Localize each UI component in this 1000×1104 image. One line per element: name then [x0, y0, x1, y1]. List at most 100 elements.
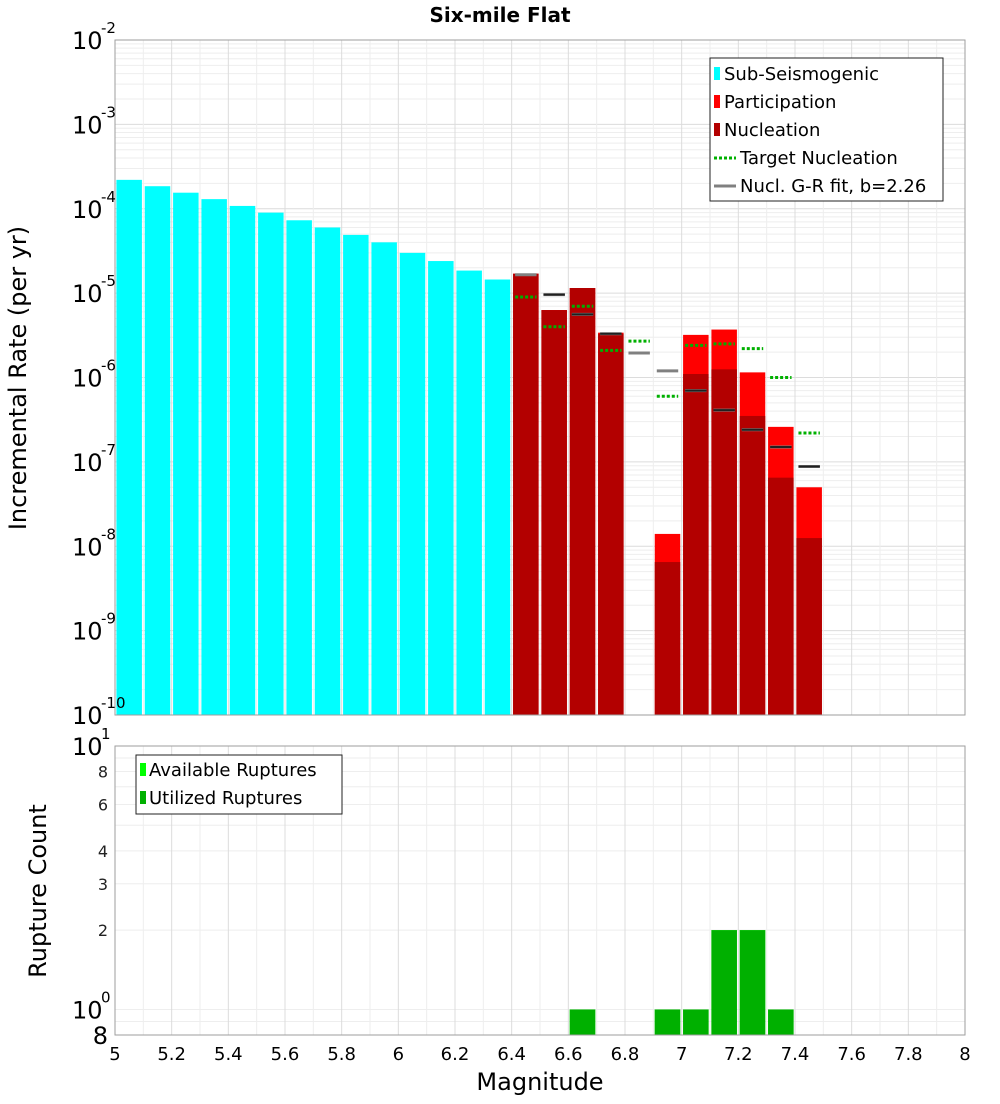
x-tick-label: 5.8 — [327, 1044, 356, 1065]
legend-label: Participation — [724, 92, 836, 113]
top-legend-box — [709, 57, 944, 202]
legend-swatch — [714, 95, 720, 108]
top-y-tick-label: 10 — [72, 618, 103, 646]
legend-label: Nucl. G-R fit, b=2.26 — [740, 176, 926, 197]
nucleation-bar — [739, 415, 766, 715]
legend-swatch — [140, 763, 146, 776]
utilized-ruptures-bar — [569, 1009, 596, 1035]
x-axis-label: Magnitude — [476, 1068, 603, 1096]
top-y-tick-label: 10 — [72, 27, 103, 55]
top-y-tick-label: 10 — [72, 280, 103, 308]
sub-seismogenic-bar — [399, 252, 426, 715]
sub-seismogenic-bar — [201, 199, 227, 715]
top-y-tick-exponent: -8 — [101, 525, 116, 543]
top-y-tick-exponent: -10 — [101, 694, 126, 712]
legend-swatch — [714, 123, 720, 136]
nucleation-bar — [711, 369, 737, 715]
top-y-tick-label: 10 — [72, 365, 103, 393]
x-tick-label: 6.6 — [554, 1044, 583, 1065]
sub-seismogenic-bar — [314, 227, 341, 715]
top-plot-frame — [114, 39, 966, 716]
x-tick-label: 6 — [393, 1044, 404, 1065]
legend-label: Utilized Ruptures — [149, 788, 302, 809]
top-y-tick-label: 10 — [72, 449, 103, 477]
nucleation-bar — [569, 288, 596, 715]
nucleation-bar — [683, 374, 709, 715]
bottom-y-tick-label: 8 — [93, 1022, 108, 1050]
nucleation-bar — [598, 333, 624, 715]
sub-seismogenic-bar — [258, 212, 284, 716]
x-tick-labels: 5 5.2 5.4 5.6 5.8 6 6.2 6.4 6.6 6.8 7 7.2 7.4 7.6 7.8 8 — [109, 1044, 970, 1065]
bottom-y-axis-label: Rupture Count — [24, 804, 52, 978]
x-tick-label: 6.4 — [497, 1044, 526, 1065]
top-y-tick-exponent: -6 — [101, 357, 116, 375]
sub-seismogenic-bar — [286, 220, 312, 715]
x-tick-label: 5.4 — [214, 1044, 243, 1065]
top-y-tick-exponent: -2 — [101, 19, 116, 37]
sub-seismogenic-bar — [229, 205, 256, 715]
bottom-y-tick-label: 3 — [98, 875, 108, 894]
sub-seismogenic-bar — [173, 192, 199, 715]
sub-seismogenic-bar — [484, 279, 511, 715]
x-tick-label: 6.8 — [611, 1044, 640, 1065]
top-y-tick-exponent: -5 — [101, 272, 116, 290]
utilized-ruptures-bar — [711, 930, 737, 1035]
x-tick-label: 7.6 — [837, 1044, 866, 1065]
bottom-legend: Available Ruptures Utilized Ruptures — [135, 754, 343, 815]
sub-seismogenic-bar — [144, 186, 171, 715]
top-y-tick-exponent: -3 — [101, 103, 116, 121]
x-tick-label: 7.4 — [781, 1044, 810, 1065]
bottom-y-tick-exponent: 0 — [101, 988, 111, 1006]
bottom-y-tick-exponent: 1 — [101, 725, 111, 743]
nucleation-bar — [768, 477, 794, 715]
x-tick-label: 7.8 — [894, 1044, 923, 1065]
sub-seismogenic-bar — [456, 270, 482, 715]
top-y-tick-exponent: -4 — [101, 188, 116, 206]
top-y-tick-exponent: -9 — [101, 610, 116, 628]
bottom-y-tick-label: 2 — [98, 921, 108, 940]
nucleation-bar — [796, 538, 822, 715]
top-y-tick-label: 10 — [72, 533, 103, 561]
top-y-tick-label: 10 — [72, 111, 103, 139]
bottom-y-tick-label: 10 — [72, 733, 103, 761]
chart-title: Six-mile Flat — [429, 3, 571, 27]
nucleation-bar — [513, 273, 539, 715]
legend-label: Nucleation — [724, 120, 820, 141]
legend-label: Available Ruptures — [149, 760, 317, 781]
sub-seismogenic-bar — [116, 179, 142, 715]
bottom-plot-bars — [569, 930, 794, 1035]
bottom-y-tick-label: 8 — [98, 763, 108, 782]
utilized-ruptures-bar — [683, 1009, 709, 1035]
x-tick-label: 8 — [959, 1044, 970, 1065]
x-tick-label: 7 — [676, 1044, 687, 1065]
bottom-y-tick-label: 10 — [72, 996, 103, 1024]
top-y-axis-label: Incremental Rate (per yr) — [4, 226, 32, 530]
legend-swatch — [714, 67, 720, 80]
legend-label: Target Nucleation — [739, 148, 898, 169]
nucleation-bar — [541, 310, 567, 715]
top-plot-grid — [114, 40, 966, 716]
top-plot-fit-marks — [515, 273, 820, 469]
utilized-ruptures-bar — [739, 930, 766, 1035]
x-tick-label: 6.2 — [441, 1044, 470, 1065]
x-tick-label: 7.2 — [724, 1044, 753, 1065]
bottom-plot-frame — [114, 745, 966, 1036]
top-y-tick-label: 10 — [72, 196, 103, 224]
x-tick-label: 5.6 — [271, 1044, 300, 1065]
sub-seismogenic-bar — [428, 261, 454, 715]
top-legend: Sub-Seismogenic Participation Nucleation Ta… — [709, 57, 944, 202]
top-y-tick-label: 10 — [72, 702, 103, 730]
top-plot-bars — [116, 179, 822, 716]
sub-seismogenic-bar — [343, 234, 369, 715]
bottom-legend-box — [135, 754, 343, 815]
bottom-y-tick-label: 4 — [98, 842, 108, 861]
x-tick-label: 5 — [109, 1044, 120, 1065]
sub-seismogenic-bar — [371, 242, 397, 716]
utilized-ruptures-bar — [768, 1009, 794, 1035]
bottom-y-tick-label: 6 — [98, 795, 108, 814]
legend-label: Sub-Seismogenic — [724, 64, 879, 85]
